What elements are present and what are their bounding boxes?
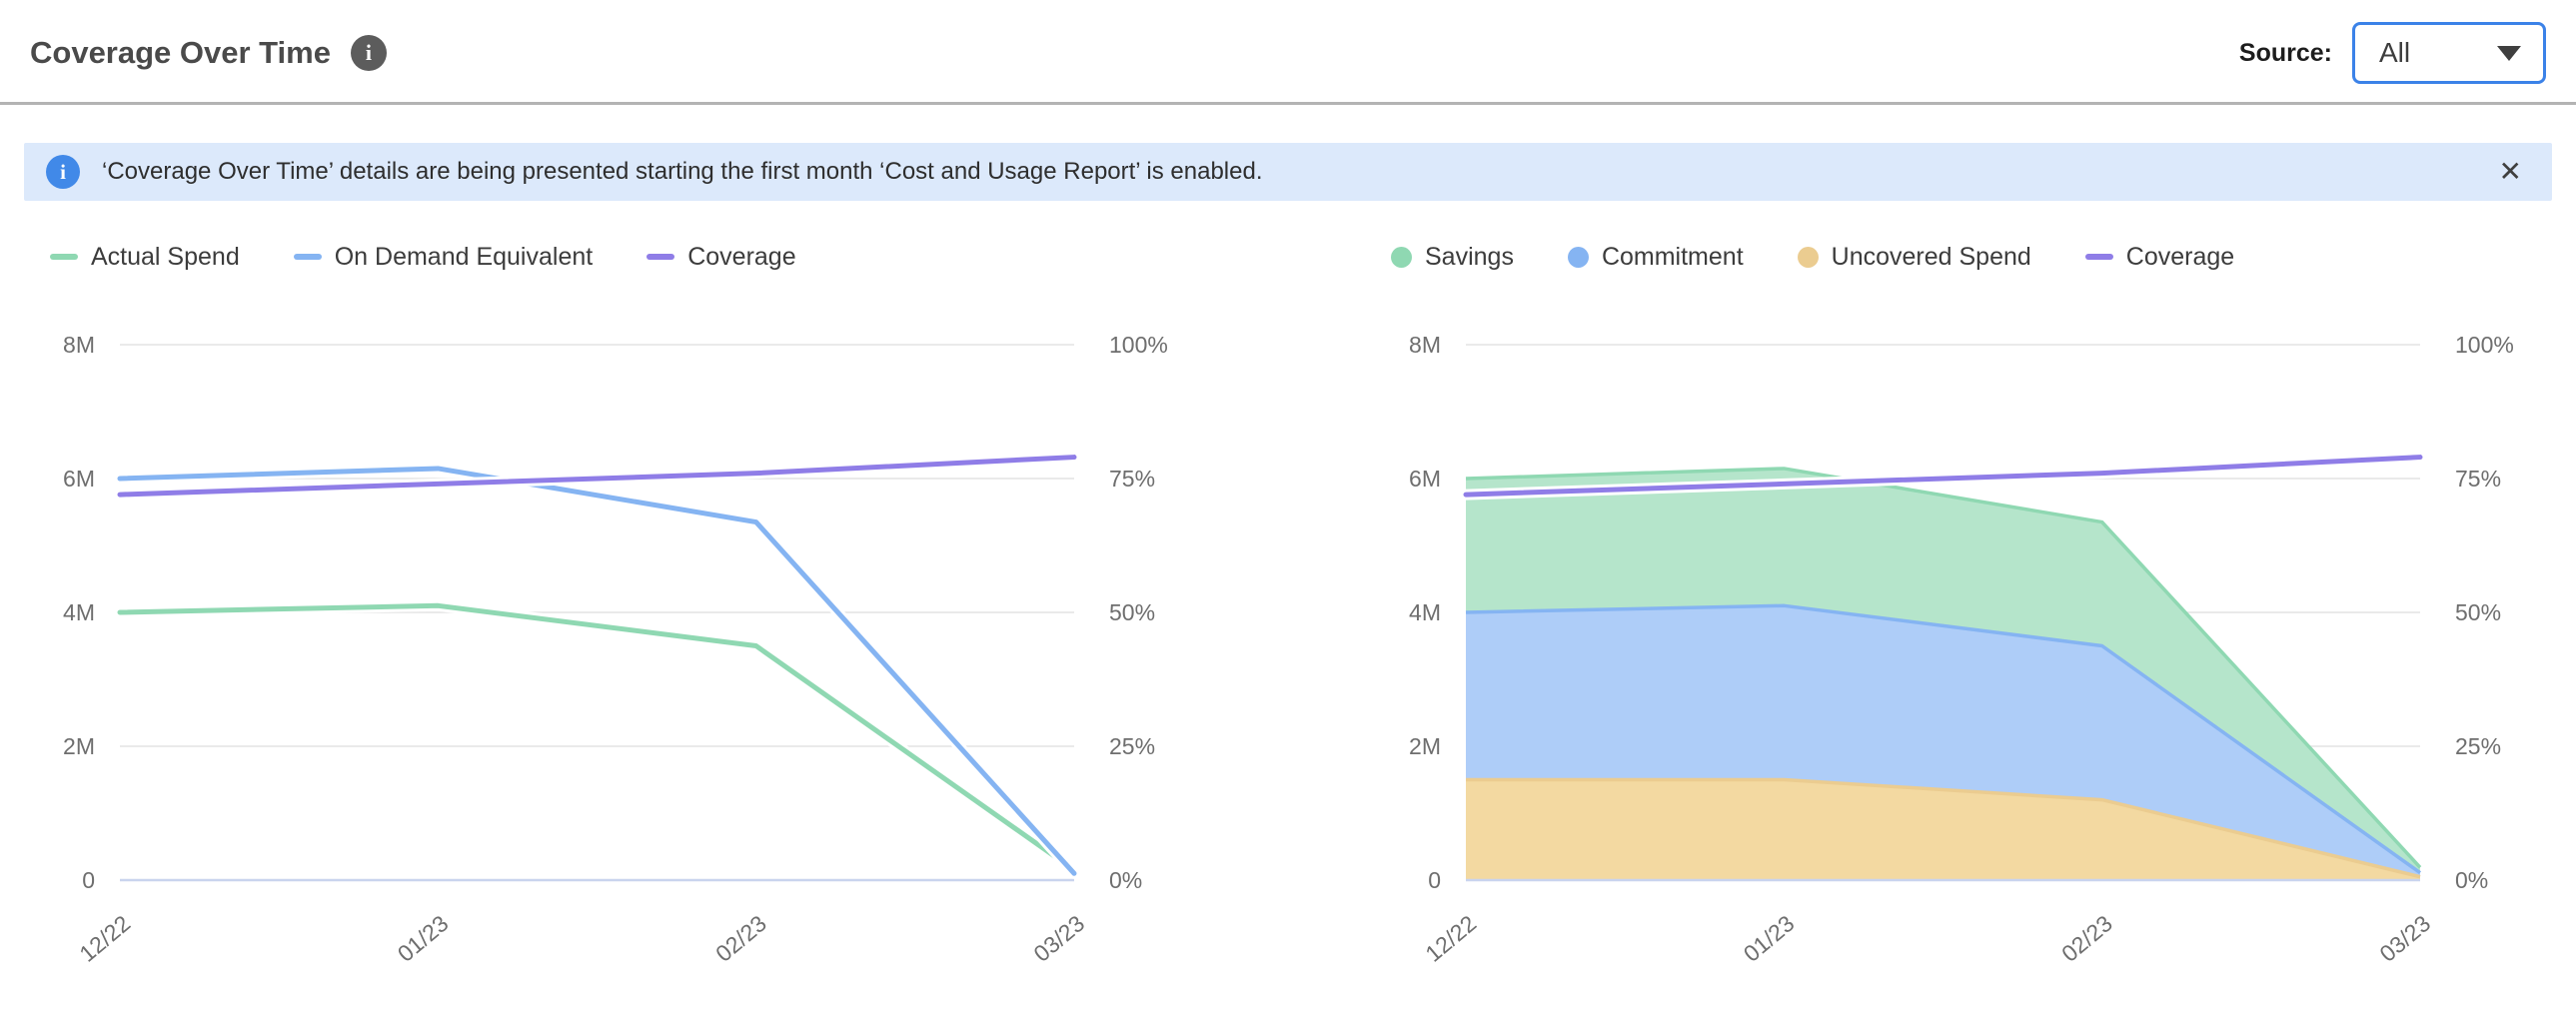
x-axis-label: 03/23 [1028,910,1089,967]
y-axis-label-right: 75% [1109,466,1155,492]
page-title: Coverage Over Time [30,35,331,70]
chevron-down-icon [2497,45,2521,61]
legend-line-icon [2084,254,2113,260]
legend-item-coverage[interactable]: Coverage [2084,242,2235,272]
coverage-chart-canvas: 8M 100% 6M 75% 4M 50% 2M 25% 0 0% 12/22 01/23 02/23 0… [1409,332,2514,967]
coverage-area-chart: Savings Commitment Uncovered Spend Coverage… [1288,241,2576,984]
legend-item-on-demand-equivalent[interactable]: On Demand Equivalent [293,242,594,272]
series-line-casing-actual-spend [114,599,1080,876]
spend-line-chart: Actual Spend On Demand Equivalent Coverage… [0,241,1288,984]
legend-item-uncovered-spend[interactable]: Uncovered Spend [1797,242,2031,272]
header-divider [0,102,2576,105]
y-axis-label-left: 6M [1409,466,1441,492]
y-axis-label-right: 0% [1109,867,1142,893]
y-axis-label-right: 100% [1109,332,1168,358]
y-axis-label-right: 50% [1109,599,1155,625]
series-line-coverage [117,455,1077,498]
x-axis-label: 12/22 [1420,910,1481,967]
banner-info-icon: i [46,155,80,189]
y-axis-label-left: 8M [1409,332,1441,358]
y-axis-label-left: 6M [63,466,95,492]
legend-label: Coverage [2125,242,2235,271]
area-uncovered-spend [1466,779,2420,880]
area-edge-commitment [1465,603,2422,875]
spend-chart-legend: Actual Spend On Demand Equivalent Coverage [50,241,1288,273]
source-wrap: Source: All [2239,22,2546,84]
spend-chart-canvas: 8M 100% 6M 75% 4M 50% 2M 25% 0 0% 12/22 01/23 02/23 0… [63,332,1168,967]
legend-item-savings[interactable]: Savings [1391,243,1514,272]
legend-label: Uncovered Spend [1831,242,2031,271]
banner-text: ‘Coverage Over Time’ details are being p… [102,158,1263,185]
coverage-chart-legend: Savings Commitment Uncovered Spend Coverage [1391,241,2576,273]
x-axis-label: 02/23 [2056,910,2117,967]
legend-item-actual-spend[interactable]: Actual Spend [50,243,240,272]
y-axis-label-left: 2M [63,733,95,759]
legend-line-icon [50,254,78,260]
area-edge-savings [1465,467,2422,869]
y-axis-label-left: 4M [63,599,95,625]
legend-line-icon [646,254,675,260]
series-line-actual-spend [117,602,1077,873]
x-axis-label: 02/23 [710,910,771,967]
legend-dot-icon [1391,246,1412,268]
page-header: Coverage Over Time i Source: All [0,0,2576,102]
x-axis-label: 12/22 [74,910,135,967]
y-axis-label-left: 0 [1428,867,1441,893]
legend-dot-icon [1797,246,1819,268]
info-banner: i ‘Coverage Over Time’ details are being… [24,143,2552,201]
y-axis-label-right: 25% [1109,733,1155,759]
legend-dot-icon [1567,246,1589,268]
source-label: Source: [2238,38,2332,67]
area-commitment [1466,605,2420,877]
banner-close-icon[interactable]: ✕ [2498,156,2522,187]
series-line-coverage [1463,455,2423,498]
area-savings [1466,468,2420,873]
legend-label: Coverage [687,242,796,271]
y-axis-label-right: 75% [2455,466,2501,492]
charts-row: Actual Spend On Demand Equivalent Coverage… [0,241,2576,984]
legend-label: Savings [1425,242,1514,271]
y-axis-label-left: 0 [82,867,95,893]
legend-label: Commitment [1601,242,1744,271]
area-edge-uncovered-spend [1466,777,2421,879]
legend-item-coverage[interactable]: Coverage [646,242,796,272]
y-axis-label-left: 4M [1409,599,1441,625]
source-dropdown-value: All [2379,37,2411,68]
x-axis-label: 01/23 [393,910,454,967]
source-dropdown[interactable]: All [2352,22,2546,84]
y-axis-label-right: 0% [2455,867,2488,893]
series-line-casing-on-demand-equivalent [114,463,1080,879]
y-axis-label-left: 8M [63,332,95,358]
series-line-on-demand-equivalent [117,466,1077,876]
legend-label: On Demand Equivalent [334,242,594,271]
y-axis-label-right: 25% [2455,733,2501,759]
title-wrap: Coverage Over Time i [30,35,387,71]
y-axis-label-left: 2M [1409,733,1441,759]
x-axis-label: 03/23 [2374,910,2435,967]
legend-item-commitment[interactable]: Commitment [1567,242,1744,272]
legend-line-icon [293,254,322,260]
x-axis-label: 01/23 [1739,910,1800,967]
y-axis-label-right: 50% [2455,599,2501,625]
title-info-icon[interactable]: i [350,35,387,71]
y-axis-label-right: 100% [2455,332,2514,358]
legend-label: Actual Spend [91,242,240,271]
